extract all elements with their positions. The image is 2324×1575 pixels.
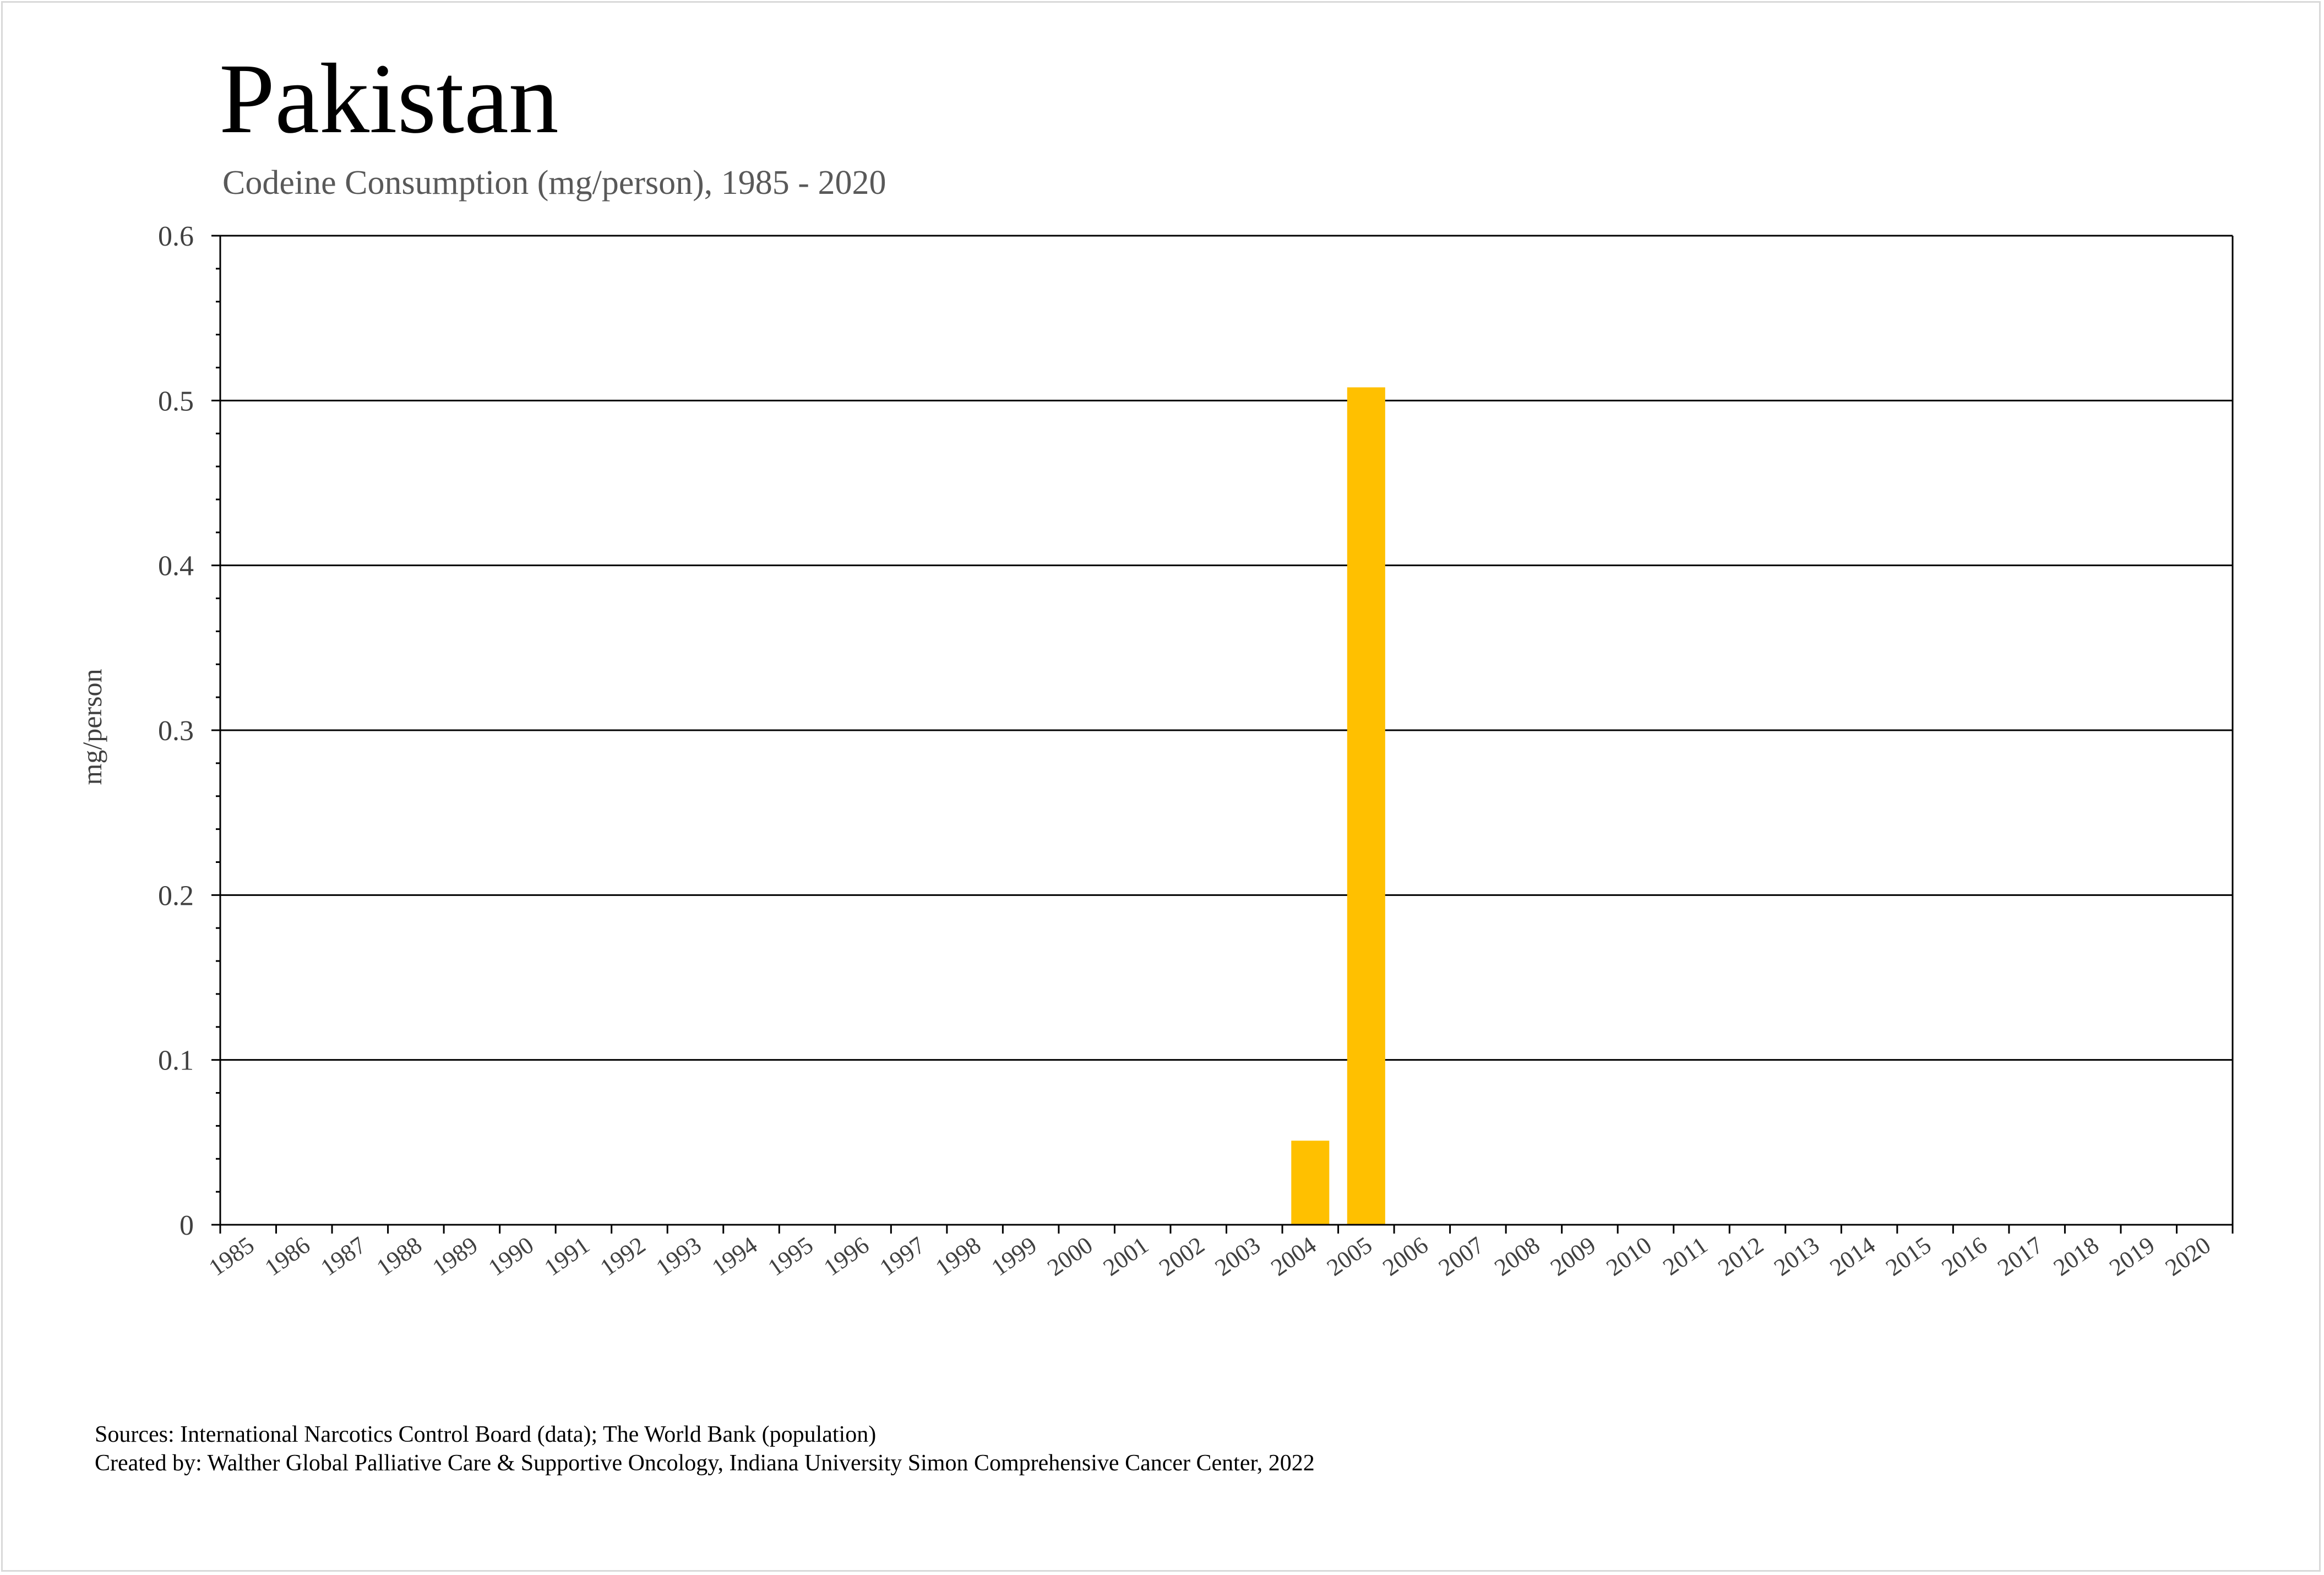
y-tick-label: 0.1 [158, 1045, 194, 1077]
x-tick-labels: 1985 1986 1987 1988 1989 1990 1991 1992 1993 1994… [204, 1231, 2216, 1281]
x-tick-label: 1997 [875, 1231, 930, 1281]
x-tick-label: 1992 [595, 1231, 650, 1281]
x-tick-label: 2014 [1825, 1231, 1880, 1281]
y-tick-label: 0.4 [158, 551, 194, 582]
x-tick-label: 1985 [204, 1231, 259, 1281]
x-tick-label: 2013 [1769, 1231, 1824, 1281]
y-tick-labels: 0 0.1 0.2 0.3 0.4 0.5 0.6 [158, 221, 194, 1241]
x-tick-label: 2019 [2104, 1231, 2159, 1281]
x-tick-label: 2001 [1098, 1231, 1153, 1281]
gridlines [220, 235, 2233, 1061]
x-tick-label: 2009 [1545, 1231, 1601, 1281]
x-tick-label: 2010 [1602, 1231, 1657, 1281]
x-tick-label: 1994 [707, 1231, 762, 1281]
sources-note: Sources: International Narcotics Control… [95, 1422, 876, 1447]
x-tick-label: 1993 [651, 1231, 706, 1281]
credits-note: Created by: Walther Global Palliative Ca… [95, 1451, 1315, 1476]
y-tick-label: 0 [179, 1210, 194, 1241]
x-tick-label: 2020 [2160, 1231, 2216, 1281]
y-tick-label: 0.2 [158, 880, 194, 911]
x-tick-label: 2007 [1434, 1231, 1489, 1281]
x-tick-label: 1987 [315, 1231, 371, 1281]
x-tick-label: 2006 [1378, 1231, 1433, 1281]
x-tick-label: 1995 [763, 1231, 818, 1281]
y-tick-label: 0.3 [158, 715, 194, 747]
chart-subtitle: Codeine Consumption (mg/person), 1985 - … [222, 164, 886, 202]
x-tick-label: 2012 [1713, 1231, 1768, 1281]
x-tick-label: 1996 [819, 1231, 874, 1281]
x-tick-label: 1991 [539, 1231, 594, 1281]
y-tick-label: 0.5 [158, 385, 194, 417]
x-tick-label: 2018 [2049, 1231, 2104, 1281]
x-tick-label: 2005 [1322, 1231, 1377, 1281]
x-tick-label: 2002 [1154, 1231, 1209, 1281]
x-tick-label: 1986 [260, 1231, 315, 1281]
x-tick-label: 2015 [1881, 1231, 1936, 1281]
x-tick-label: 2017 [1993, 1231, 2048, 1281]
x-tick-label: 1989 [427, 1231, 482, 1281]
x-tick-label: 2004 [1266, 1231, 1321, 1281]
x-tick-label: 2003 [1210, 1231, 1265, 1281]
y-axis-label: mg/person [77, 669, 107, 785]
x-tick-label: 2011 [1658, 1231, 1712, 1281]
bar-2004 [1291, 1140, 1330, 1225]
x-tick-label: 1990 [483, 1231, 538, 1281]
x-tick-label: 1998 [930, 1231, 986, 1281]
axes [211, 235, 2234, 1234]
x-tick-label: 1988 [372, 1231, 427, 1281]
y-tick-label: 0.6 [158, 221, 194, 252]
x-tick-label: 2008 [1489, 1231, 1544, 1281]
x-tick-label: 2016 [1937, 1231, 1992, 1281]
bars [1291, 387, 1385, 1225]
bar-2005 [1347, 387, 1385, 1225]
chart-title: Pakistan [219, 44, 559, 154]
x-tick-label: 1999 [987, 1231, 1042, 1281]
x-tick-label: 2000 [1042, 1231, 1097, 1281]
